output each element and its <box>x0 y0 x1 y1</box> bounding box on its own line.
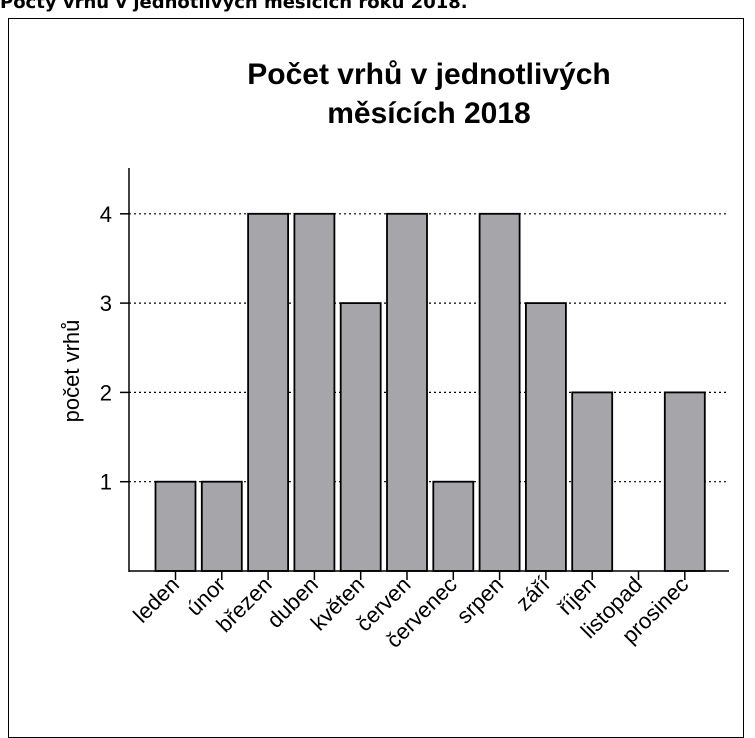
bar-duben <box>293 212 336 572</box>
chart-title-line-1: Počet vrhů v jednotlivých <box>247 58 610 91</box>
figure-caption: Počty vrhů v jednotlivých měsících roku … <box>0 0 468 13</box>
bar-květen <box>339 302 382 572</box>
chart-title-line-2: měsících 2018 <box>327 97 530 130</box>
bar-září <box>525 302 567 572</box>
y-tick-label-1: 1 <box>100 470 112 495</box>
grid-lines <box>129 213 729 483</box>
y-ticks: 1 2 3 4 <box>100 202 129 495</box>
x-tick-label-leden: leden <box>128 572 184 628</box>
x-tick-label-srpen: srpen <box>452 572 509 629</box>
x-ticks: ledenúnorbřezendubenkvětenčervenčervenec… <box>128 571 693 653</box>
bar-únor <box>200 480 243 572</box>
y-tick-label-2: 2 <box>100 380 112 405</box>
bar-prosinec <box>663 391 706 572</box>
bar-srpen <box>478 212 521 572</box>
bar-říjen <box>571 391 614 572</box>
y-tick-label-4: 4 <box>100 202 112 227</box>
bar-březen <box>247 212 290 572</box>
y-axis-label: počet vrhů <box>59 320 84 423</box>
x-tick-label-září: září <box>511 572 555 616</box>
y-tick-label-3: 3 <box>100 291 112 316</box>
bar-červen <box>386 212 428 572</box>
bar-leden <box>154 480 197 572</box>
bar-červenec <box>432 480 475 572</box>
